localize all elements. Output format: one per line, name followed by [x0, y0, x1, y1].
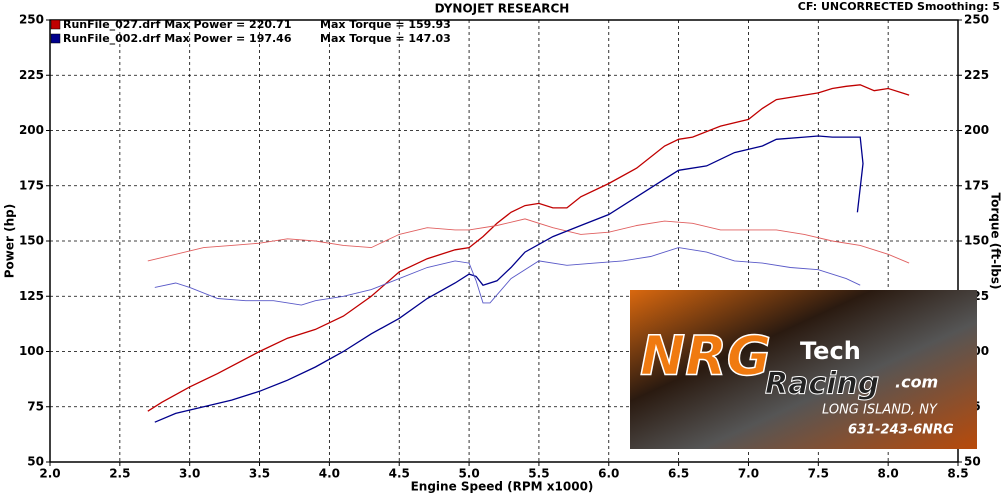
logo-racing: Racing — [765, 367, 879, 402]
logo-location: LONG ISLAND, NY — [822, 403, 938, 418]
y-tick-label: 50 — [27, 455, 44, 469]
y-tick-label: 200 — [19, 123, 44, 137]
data-line — [147, 84, 910, 412]
logo-background — [630, 290, 977, 449]
data-line — [154, 135, 864, 423]
legend-label: Max Torque = 159.93 — [320, 18, 451, 31]
y2-tick-label: 200 — [964, 123, 989, 137]
x-tick-label: 3.5 — [249, 467, 270, 481]
legend-swatch — [50, 33, 61, 44]
y-tick-label: 150 — [19, 234, 44, 248]
y-tick-label: 250 — [19, 13, 44, 27]
plot-border — [49, 19, 959, 463]
x-tick-label: 4.0 — [319, 467, 340, 481]
x-tick-label: 2.0 — [39, 467, 60, 481]
legend-label: Max Torque = 147.03 — [320, 32, 451, 45]
y-tick-label: 225 — [19, 68, 44, 82]
x-tick-label: 3.0 — [179, 467, 200, 481]
legend-label: RunFile_002.drf Max Power = 197.46 — [63, 32, 292, 45]
logo: NRG Tech Racing .com LONG ISLAND, NY 631… — [630, 290, 977, 449]
y2-tick-label: 50 — [964, 455, 981, 469]
y2-axis-label: Torque (ft-lbs) — [989, 193, 1003, 290]
x-tick-label: 6.5 — [668, 467, 689, 481]
x-tick-label: 7.5 — [808, 467, 829, 481]
data-line — [154, 247, 861, 306]
y2-tick-label: 250 — [964, 13, 989, 27]
legend-label: RunFile_027.drf Max Power = 220.71 — [63, 18, 292, 31]
y2-tick-label: 225 — [964, 68, 989, 82]
x-axis-label: Engine Speed (RPM x1000) — [411, 480, 594, 494]
x-tick-label: 5.0 — [458, 467, 479, 481]
chart-subtitle: CF: UNCORRECTED Smoothing: 5 — [798, 0, 1000, 13]
x-tick-label: 2.5 — [109, 467, 130, 481]
x-tick-label: 8.5 — [947, 467, 968, 481]
logo-domain: .com — [895, 373, 938, 392]
y-axis-label: Power (hp) — [3, 204, 17, 278]
x-tick-label: 5.5 — [528, 467, 549, 481]
y-tick-label: 125 — [19, 289, 44, 303]
x-tick-label: 8.0 — [878, 467, 899, 481]
logo-phone: 631-243-6NRG — [848, 423, 954, 438]
chart-title: DYNOJET RESEARCH — [435, 2, 570, 16]
x-tick-label: 7.0 — [738, 467, 759, 481]
y-tick-label: 75 — [27, 399, 44, 413]
y2-tick-label: 175 — [964, 178, 989, 192]
x-tick-label: 4.5 — [389, 467, 410, 481]
y-tick-label: 100 — [19, 344, 44, 358]
data-line — [147, 218, 910, 264]
y2-tick-label: 150 — [964, 234, 989, 248]
y-tick-label: 175 — [19, 178, 44, 192]
legend-swatch — [50, 19, 61, 30]
logo-brand: NRG — [640, 325, 771, 388]
x-tick-label: 6.0 — [598, 467, 619, 481]
logo-tech: Tech — [800, 337, 861, 365]
